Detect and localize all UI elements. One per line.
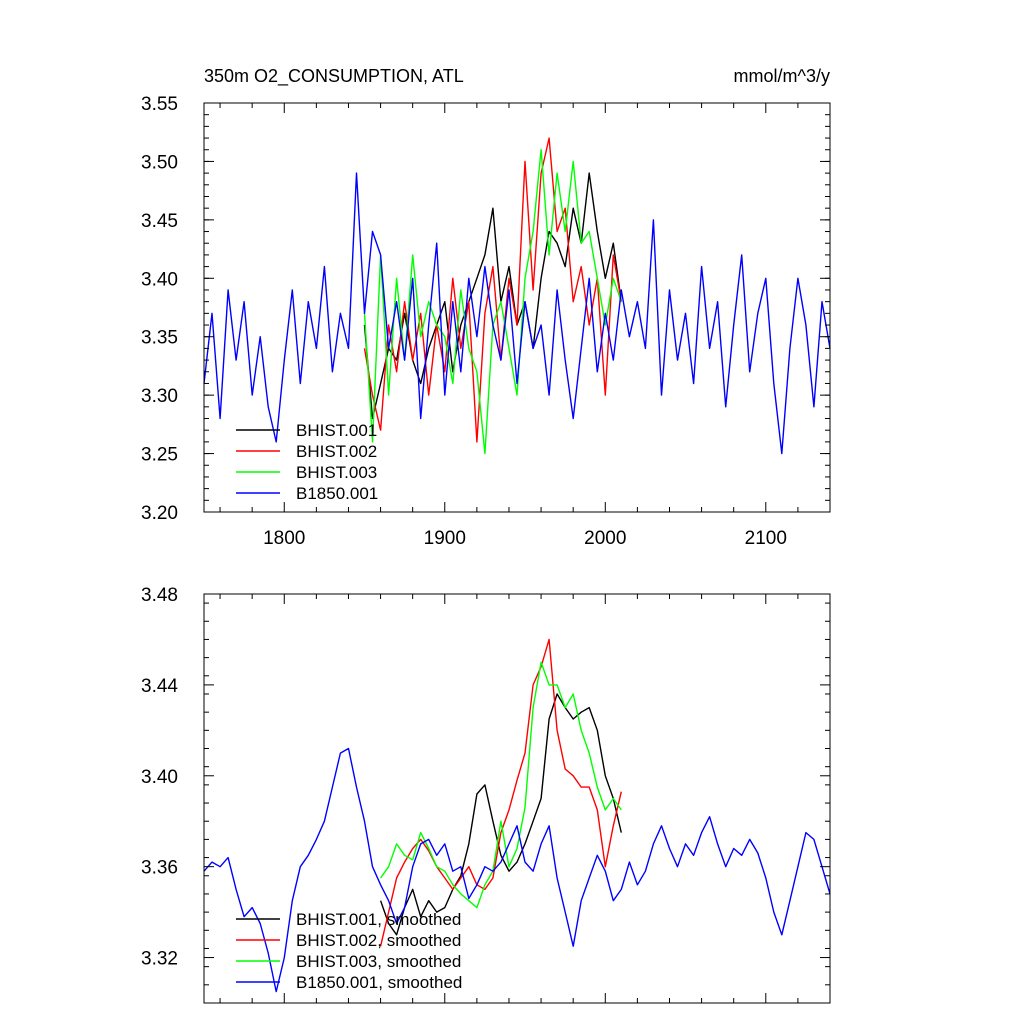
bottom-series-group [203, 638, 831, 993]
bottom-legend: BHIST.001, smoothed BHIST.002, smoothed BH… [236, 910, 462, 992]
series-line-1 [379, 638, 622, 947]
legend-label: B1850.001 [296, 484, 378, 503]
x-tick-label: 2100 [745, 528, 787, 549]
top-plot-frame [203, 102, 831, 513]
series-line-2 [380, 661, 622, 909]
top-axes: 1800 1900 2000 2100 3.20 3.25 3.30 3.35 3.40 3.45… [141, 94, 831, 549]
y-tick-label: 3.20 [141, 503, 178, 524]
y-tick-label: 3.30 [141, 386, 178, 407]
bottom-axes: 3.32 3.36 3.40 3.44 3.48 [141, 585, 831, 1004]
legend-label: BHIST.003, smoothed [296, 952, 461, 971]
y-tick-label: 3.36 [141, 858, 178, 879]
legend-label: BHIST.002 [296, 442, 377, 461]
chart-title: 350m O2_CONSUMPTION, ATL [204, 66, 464, 87]
x-tick-label: 2000 [584, 528, 626, 549]
bottom-panel: 3.32 3.36 3.40 3.44 3.48 BHIST.001, smoothed… [141, 585, 831, 1004]
legend-label: B1850.001, smoothed [296, 973, 462, 992]
bottom-plot-frame [203, 593, 831, 1004]
series-line-3 [203, 747, 831, 993]
y-tick-label: 3.48 [141, 585, 178, 606]
chart-units: mmol/m^3/y [734, 66, 830, 86]
y-tick-label: 3.45 [141, 211, 178, 232]
series-line-0 [363, 172, 622, 420]
y-tick-label: 3.44 [141, 676, 178, 697]
top-legend: BHIST.001 BHIST.002 BHIST.003 B1850.001 [236, 421, 378, 503]
x-tick-label: 1800 [263, 528, 305, 549]
y-tick-label: 3.40 [141, 767, 178, 788]
y-tick-label: 3.25 [141, 445, 178, 466]
series-line-2 [363, 148, 622, 455]
series-line-1 [363, 137, 622, 443]
legend-label: BHIST.002, smoothed [296, 931, 461, 950]
y-tick-label: 3.40 [141, 269, 178, 290]
top-series-group [203, 137, 831, 455]
y-tick-label: 3.55 [141, 94, 178, 115]
legend-label: BHIST.003 [296, 463, 377, 482]
legend-label: BHIST.001 [296, 421, 377, 440]
y-tick-label: 3.35 [141, 328, 178, 349]
legend-label: BHIST.001, smoothed [296, 910, 461, 929]
series-line-3 [203, 172, 831, 455]
top-panel: 1800 1900 2000 2100 3.20 3.25 3.30 3.35 3.40 3.45… [141, 94, 831, 549]
y-tick-label: 3.50 [141, 152, 178, 173]
x-tick-label: 1900 [424, 528, 466, 549]
series-line-0 [379, 693, 622, 936]
y-tick-label: 3.32 [141, 949, 178, 970]
